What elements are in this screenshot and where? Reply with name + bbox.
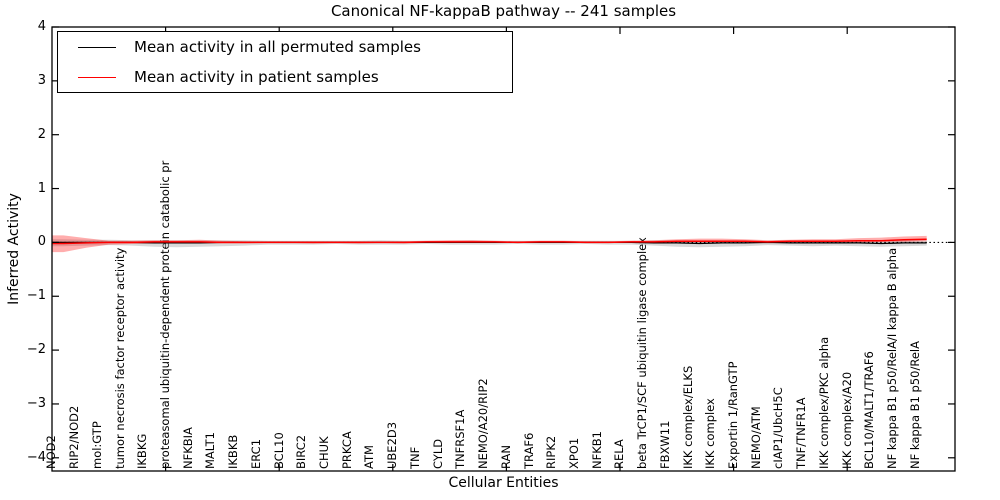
legend-line-sample [78,76,116,78]
y-tick-label: 4 [37,19,46,34]
y-tick-label: 0 [37,234,46,250]
y-tick-label: −2 [26,342,46,358]
legend-entry: Mean activity in all permuted samples [58,32,512,62]
y-tick-label: −4 [26,449,46,465]
legend-line-sample [78,46,116,48]
y-tick-label: 1 [37,180,46,196]
y-tick-label: −3 [26,395,46,411]
chart-title: Canonical NF-kappaB pathway -- 241 sampl… [330,2,677,20]
y-tick-label: 2 [37,126,46,142]
patient-mean-line [51,238,927,245]
legend-label: Mean activity in patient samples [134,68,379,86]
patient-std-band [52,235,927,253]
legend-label: Mean activity in all permuted samples [134,38,421,56]
y-tick-label: −1 [26,288,46,304]
plot-border [51,26,956,472]
x-axis-label: Cellular Entities [448,475,559,491]
legend: Mean activity in all permuted samples Mea… [57,31,513,93]
legend-entry: Mean activity in patient samples [58,62,512,92]
y-tick-label: 3 [37,72,46,88]
